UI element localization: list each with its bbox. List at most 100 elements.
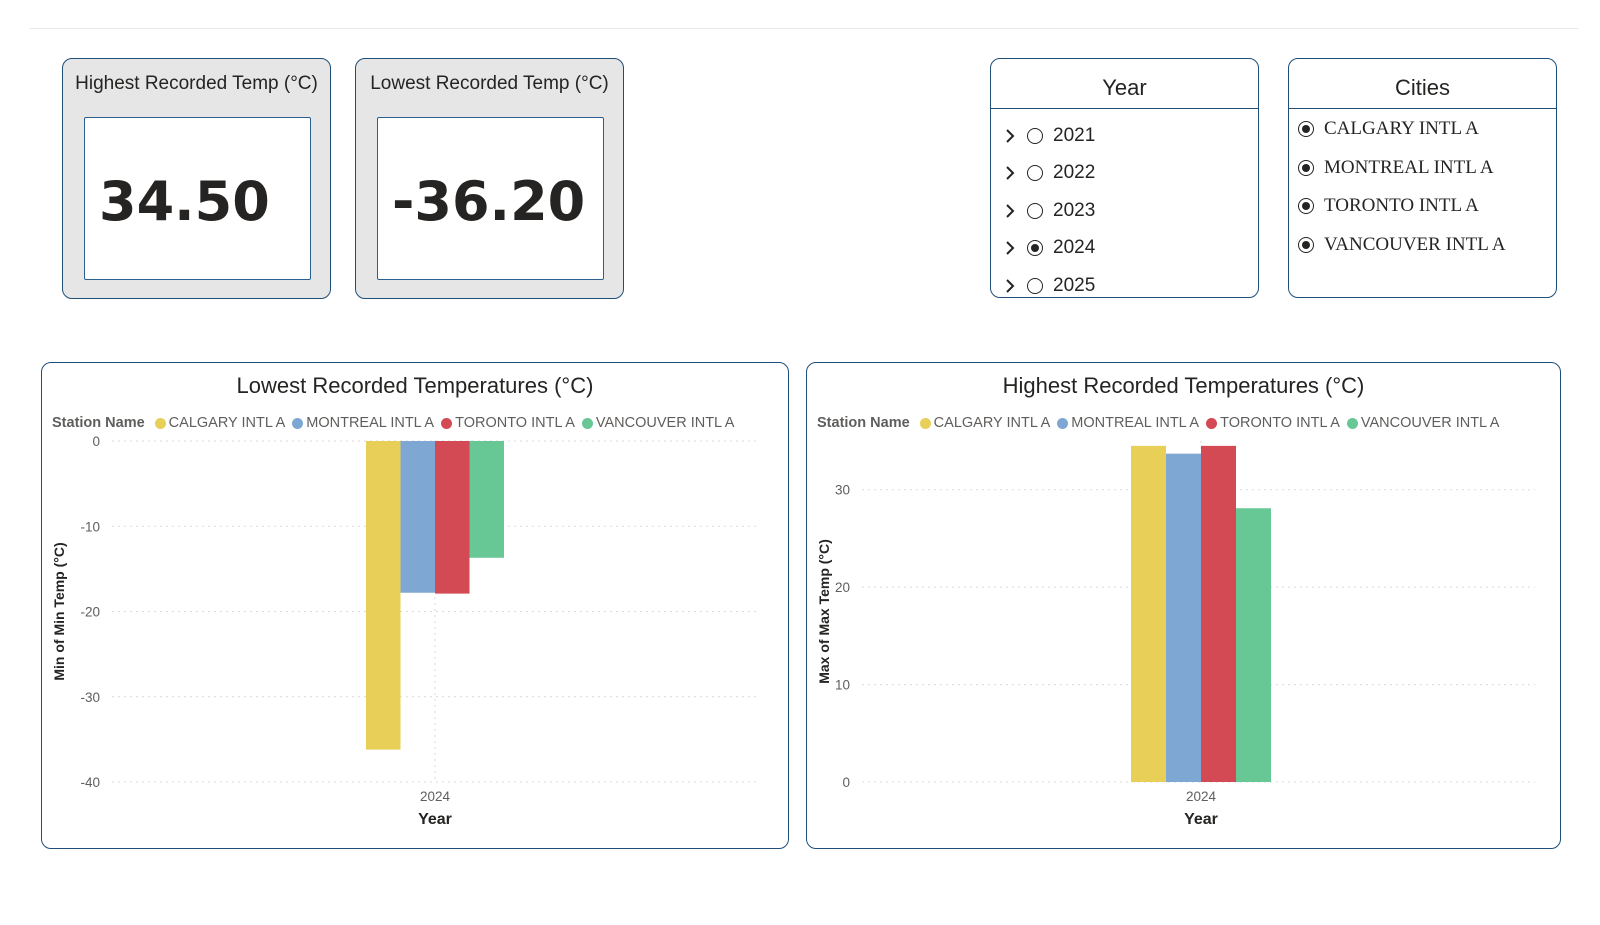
y-tick-label: -10 [80,519,100,534]
legend-dot [581,417,593,429]
kpi-highest-temp: Highest Recorded Temp (°C) 34.50 [62,58,331,299]
city-label: TORONTO INTL A [1324,195,1479,216]
year-slicer-title: Year [991,59,1258,109]
bar [366,441,401,750]
y-tick-label: 20 [835,580,850,595]
year-option-2023[interactable]: 2023 [1001,196,1095,226]
bar [435,441,470,594]
year-option-2025[interactable]: 2025 [1001,271,1095,301]
y-tick-label: -30 [80,690,100,705]
y-tick-label: -20 [80,605,100,620]
legend-item[interactable]: VANCOUVER INTL A [581,415,735,431]
year-option-2021[interactable]: 2021 [1001,121,1095,151]
kpi-lowest-title: Lowest Recorded Temp (°C) [370,73,609,94]
highest-temp-chart: Highest Recorded Temperatures (°C) Stati… [806,362,1561,849]
chart-legend: Station Name CALGARY INTL A MONTREAL INT… [817,415,1506,431]
year-label: 2022 [1053,162,1096,183]
chevron-right-icon[interactable] [1001,164,1019,182]
legend-dot [441,417,453,429]
city-slicer: Cities CALGARY INTL A MONTREAL INTL A TO… [1288,58,1557,298]
kpi-highest-card: 34.50 [84,117,311,280]
year-slicer: Year 2021 2022 2023 2024 2025 [990,58,1259,298]
bar [1166,453,1201,782]
legend-item[interactable]: CALGARY INTL A [919,415,1051,431]
legend-label: MONTREAL INTL A [1071,415,1200,431]
legend-dot [1346,417,1358,429]
legend-item[interactable]: MONTREAL INTL A [1057,415,1199,431]
bar [1131,445,1166,782]
kpi-lowest-value: -36.20 [392,170,586,233]
legend-label: CALGARY INTL A [168,415,286,431]
radio-icon[interactable] [1027,278,1043,294]
y-tick-label: 0 [92,434,100,449]
kpi-highest-title: Highest Recorded Temp (°C) [75,73,318,94]
city-option-toronto[interactable]: TORONTO INTL A [1298,191,1479,221]
top-divider [30,28,1578,29]
legend-item[interactable]: CALGARY INTL A [154,415,286,431]
radio-selected-icon[interactable] [1027,240,1043,256]
y-tick-label: 10 [835,678,850,693]
y-tick-label: 30 [835,483,850,498]
legend-dot [1206,417,1218,429]
city-option-calgary[interactable]: CALGARY INTL A [1298,114,1479,144]
legend-label: MONTREAL INTL A [306,415,435,431]
year-label: 2021 [1053,125,1096,146]
chevron-right-icon[interactable] [1001,127,1019,145]
legend-label: TORONTO INTL A [455,415,575,431]
radio-selected-icon[interactable] [1298,121,1314,137]
chevron-right-icon[interactable] [1001,277,1019,295]
radio-selected-icon[interactable] [1298,198,1314,214]
kpi-lowest-temp: Lowest Recorded Temp (°C) -36.20 [355,58,624,299]
y-axis-title: Min of Min Temp (°C) [51,542,67,680]
x-axis-title: Year [418,811,452,828]
city-option-vancouver[interactable]: VANCOUVER INTL A [1298,230,1506,260]
legend-title: Station Name [52,415,145,431]
year-label: 2025 [1053,275,1096,296]
city-option-montreal[interactable]: MONTREAL INTL A [1298,153,1494,183]
legend-label: TORONTO INTL A [1220,415,1340,431]
legend-label: CALGARY INTL A [933,415,1051,431]
x-axis-title: Year [1184,811,1218,828]
x-tick-label: 2024 [420,789,451,804]
city-label: VANCOUVER INTL A [1324,234,1506,255]
y-tick-label: -40 [80,775,100,790]
city-slicer-title: Cities [1289,59,1556,109]
kpi-lowest-card: -36.20 [377,117,604,280]
legend-dot [154,417,166,429]
chart-title: Lowest Recorded Temperatures (°C) [236,373,594,398]
year-label: 2023 [1053,200,1096,221]
city-label: CALGARY INTL A [1324,118,1479,139]
radio-selected-icon[interactable] [1298,237,1314,253]
legend-item[interactable]: TORONTO INTL A [1206,415,1340,431]
year-option-2024[interactable]: 2024 [1001,233,1095,263]
bar [400,441,435,593]
legend-dot [919,417,931,429]
radio-selected-icon[interactable] [1298,160,1314,176]
legend-item[interactable]: MONTREAL INTL A [292,415,434,431]
lowest-temp-chart: Lowest Recorded Temperatures (°C) Statio… [41,362,789,849]
chart-plot-area: 0 -10 -20 -30 -40 2024 Year Min of Min Temp (°C… [51,434,757,828]
legend-dot [292,417,304,429]
city-label: MONTREAL INTL A [1324,157,1494,178]
radio-icon[interactable] [1027,128,1043,144]
x-tick-label: 2024 [1186,789,1217,804]
chevron-right-icon[interactable] [1001,239,1019,257]
legend-item[interactable]: TORONTO INTL A [441,415,575,431]
bar [1236,508,1271,782]
radio-icon[interactable] [1027,165,1043,181]
legend-label: VANCOUVER INTL A [1360,415,1500,431]
year-option-2022[interactable]: 2022 [1001,158,1095,188]
chart-plot-area: 0 10 20 30 2024 Year Max of Max Temp (°C) [816,441,1535,828]
bar [1201,445,1236,782]
radio-icon[interactable] [1027,203,1043,219]
legend-label: VANCOUVER INTL A [595,415,735,431]
year-label: 2024 [1053,237,1096,258]
chart-legend: Station Name CALGARY INTL A MONTREAL INT… [52,415,741,431]
kpi-highest-value: 34.50 [99,170,270,233]
legend-item[interactable]: VANCOUVER INTL A [1346,415,1500,431]
legend-dot [1057,417,1069,429]
chart-title: Highest Recorded Temperatures (°C) [1002,373,1365,398]
y-tick-label: 0 [842,775,850,790]
chevron-right-icon[interactable] [1001,202,1019,220]
bar [469,441,504,558]
